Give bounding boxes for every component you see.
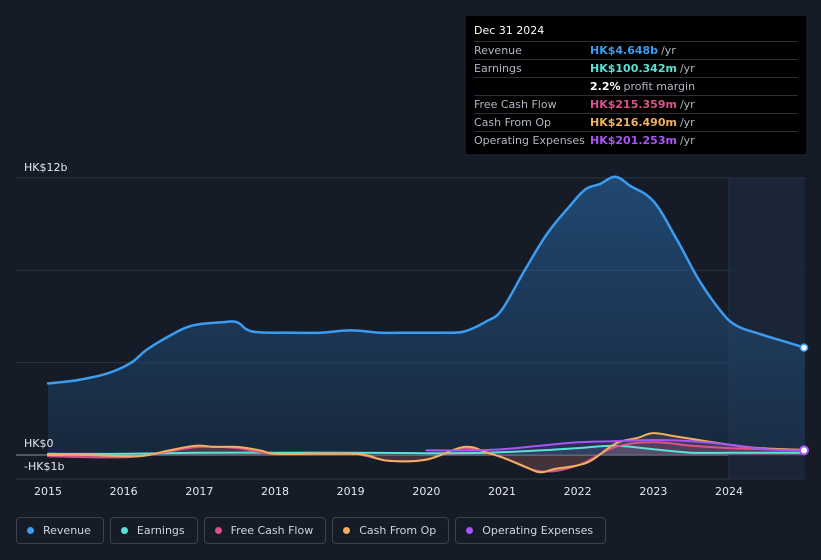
tooltip-row-value: HK$100.342m xyxy=(590,62,677,75)
legend-dot-icon xyxy=(27,527,34,534)
legend-item-free-cash-flow[interactable]: Free Cash Flow xyxy=(203,517,327,544)
legend-label: Revenue xyxy=(43,524,91,537)
y-label-top: HK$12b xyxy=(24,161,67,174)
tooltip-row-value: HK$201.253m xyxy=(590,134,677,147)
tooltip-row-label: Free Cash Flow xyxy=(474,98,557,111)
tooltip-row: Revenue HK$4.648b/yr xyxy=(474,42,798,60)
tooltip-row-value: HK$216.490m xyxy=(590,116,677,129)
x-tick-label: 2020 xyxy=(412,485,440,498)
legend-label: Cash From Op xyxy=(359,524,437,537)
series-line-free-cash-flow xyxy=(47,441,806,473)
legend-label: Operating Expenses xyxy=(482,524,594,537)
series-area-revenue xyxy=(48,176,805,455)
legend-label: Free Cash Flow xyxy=(230,524,314,537)
legend-item-operating-expenses[interactable]: Operating Expenses xyxy=(455,517,607,544)
tooltip-row: Operating Expenses HK$201.253m/yr xyxy=(474,132,798,149)
legend-label: Earnings xyxy=(136,524,185,537)
tooltip-row-label: Revenue xyxy=(474,44,522,57)
tooltip-row-value: HK$215.359m xyxy=(590,98,677,111)
y-label-zero: HK$0 xyxy=(24,437,53,450)
series-line-cash-from-op xyxy=(47,432,806,474)
tooltip-row: Earnings HK$100.342m/yr xyxy=(474,60,798,78)
tooltip-row-unit: /yr xyxy=(679,98,695,111)
data-tooltip: Dec 31 2024 Revenue HK$4.648b/yr Earnings H… xyxy=(466,16,806,154)
series-line-earnings xyxy=(47,444,806,455)
tooltip-row-unit: /yr xyxy=(679,134,695,147)
revenue-end-marker xyxy=(799,343,809,352)
tooltip-row-value: 2.2% xyxy=(590,80,621,93)
tooltip-row-label: Cash From Op xyxy=(474,116,552,129)
legend-item-earnings[interactable]: Earnings xyxy=(109,517,198,544)
opex-end-marker xyxy=(799,445,809,456)
legend-item-cash-from-op[interactable]: Cash From Op xyxy=(332,517,450,544)
tooltip-row: 2.2% profit margin xyxy=(474,78,798,96)
tooltip-row-unit: /yr xyxy=(661,44,676,57)
legend-item-revenue[interactable]: Revenue xyxy=(16,517,104,544)
legend-dot-icon xyxy=(120,527,128,534)
x-tick-label: 2023 xyxy=(639,485,667,498)
legend-dot-icon xyxy=(466,527,474,534)
tooltip-row-unit: /yr xyxy=(679,116,695,129)
series-end-markers xyxy=(799,343,809,456)
legend-dot-icon xyxy=(343,527,351,534)
series-fills xyxy=(48,176,805,473)
x-tick-label: 2021 xyxy=(488,485,516,498)
series-line-operating-expenses xyxy=(425,439,806,452)
x-tick-label: 2018 xyxy=(261,485,289,498)
tooltip-row: Free Cash Flow HK$215.359m/yr xyxy=(474,96,798,114)
chart-legend: Revenue Earnings Free Cash Flow Cash From O… xyxy=(16,517,607,544)
x-tick-label: 2016 xyxy=(110,485,138,498)
tooltip-row-label: Earnings xyxy=(474,62,522,75)
tooltip-row-label: Operating Expenses xyxy=(474,134,585,147)
y-axis-labels: HK$12b HK$0 -HK$1b xyxy=(24,161,67,473)
y-label-bottom: -HK$1b xyxy=(24,460,64,473)
series-lines xyxy=(46,175,806,474)
x-tick-label: 2022 xyxy=(564,485,592,498)
tooltip-row-value: HK$4.648b xyxy=(590,44,659,57)
x-tick-label: 2019 xyxy=(337,485,365,498)
tooltip-row-unit: /yr xyxy=(679,62,695,75)
series-area-free-cash-flow xyxy=(48,442,805,472)
x-tick-label: 2015 xyxy=(34,485,62,498)
x-axis-labels: 2015 2016 2017 2018 2019 2020 2021 2022 2023 2024 xyxy=(34,485,743,498)
tooltip-row-unit: profit margin xyxy=(623,80,696,93)
tooltip-row: Cash From Op HK$216.490m/yr xyxy=(474,114,798,132)
series-line-revenue xyxy=(46,175,806,385)
x-tick-label: 2024 xyxy=(715,485,743,498)
tooltip-date: Dec 31 2024 xyxy=(474,24,798,42)
legend-dot-icon xyxy=(214,527,222,534)
x-tick-label: 2017 xyxy=(185,485,213,498)
